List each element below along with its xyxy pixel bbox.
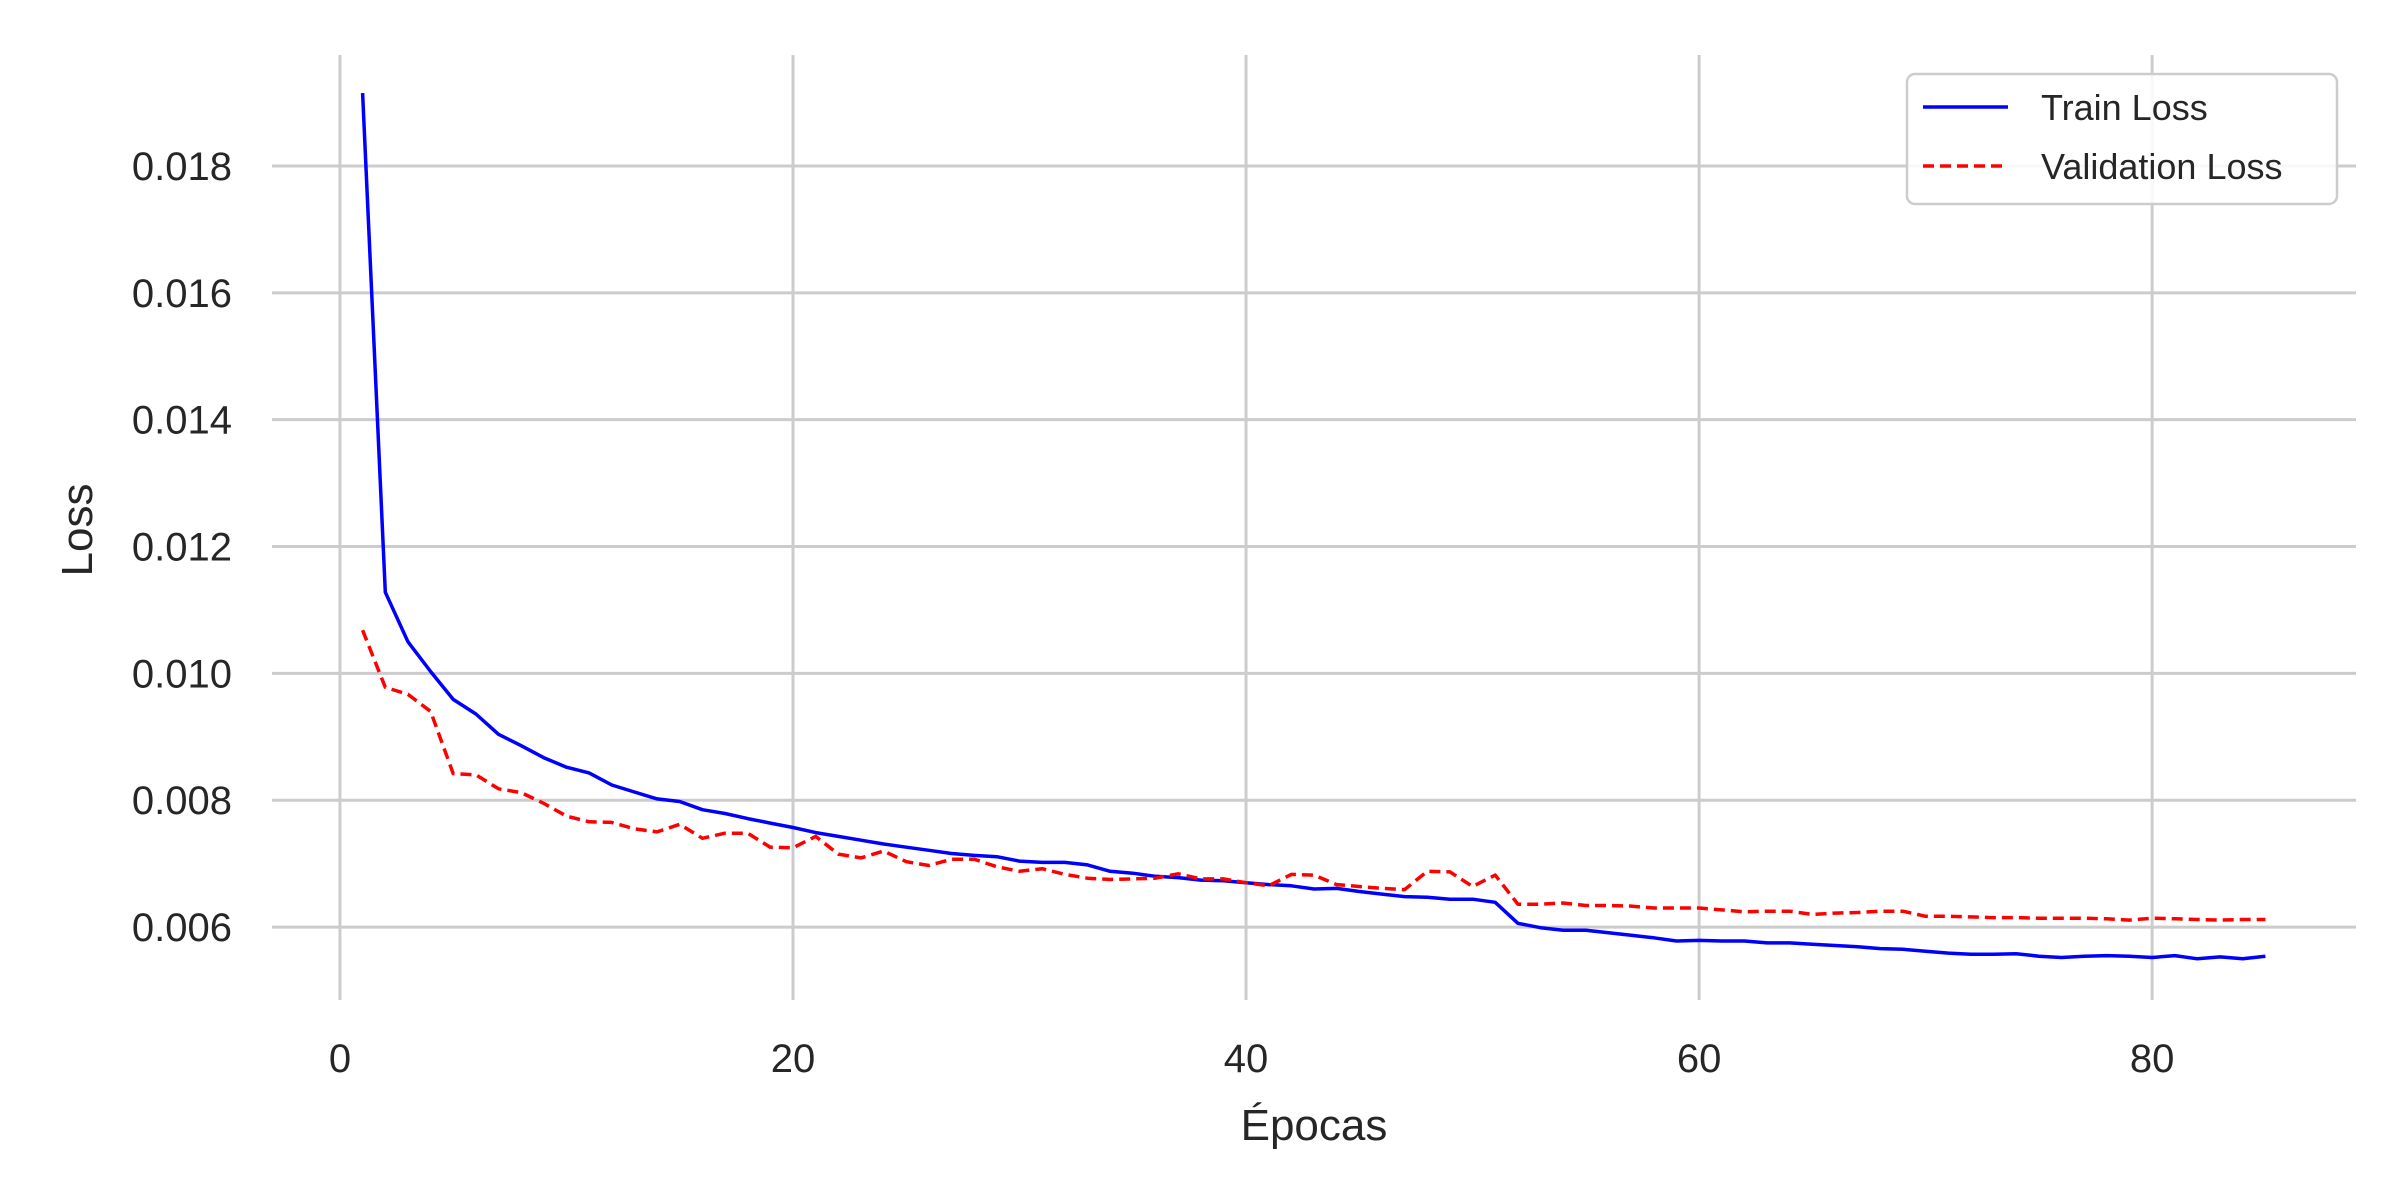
y-tick-label: 0.014: [132, 399, 232, 443]
y-tick-label: 0.008: [132, 779, 232, 823]
y-axis-label: Loss: [53, 484, 102, 577]
horizontal-gridlines: [272, 164, 2356, 929]
x-axis-label: Épocas: [1241, 1101, 1388, 1150]
y-tick-label: 0.012: [132, 526, 232, 570]
legend-label-validation-loss: Validation Loss: [2041, 146, 2283, 187]
y-tick-label: 0.006: [132, 906, 232, 950]
y-tick-labels: 0.006 0.008 0.010 0.012 0.014 0.016 0.018: [132, 145, 232, 950]
train-loss-line: [360, 93, 2266, 961]
x-tick-label: 40: [1224, 1037, 1269, 1081]
x-tick-label: 20: [771, 1037, 816, 1081]
x-tick-label: 0: [329, 1037, 351, 1081]
x-tick-labels: 0 20 40 60 80: [329, 1037, 2175, 1081]
y-tick-label: 0.018: [132, 145, 232, 189]
series-lines: [360, 93, 2266, 961]
y-tick-label: 0.016: [132, 272, 232, 316]
legend: Train Loss Validation Loss: [1905, 72, 2339, 206]
legend-box: [1905, 72, 2339, 206]
x-tick-label: 80: [2130, 1037, 2175, 1081]
y-tick-label: 0.010: [132, 652, 232, 696]
legend-label-train-loss: Train Loss: [2041, 87, 2208, 128]
vertical-gridlines: [338, 55, 2154, 1000]
x-tick-label: 60: [1677, 1037, 1722, 1081]
